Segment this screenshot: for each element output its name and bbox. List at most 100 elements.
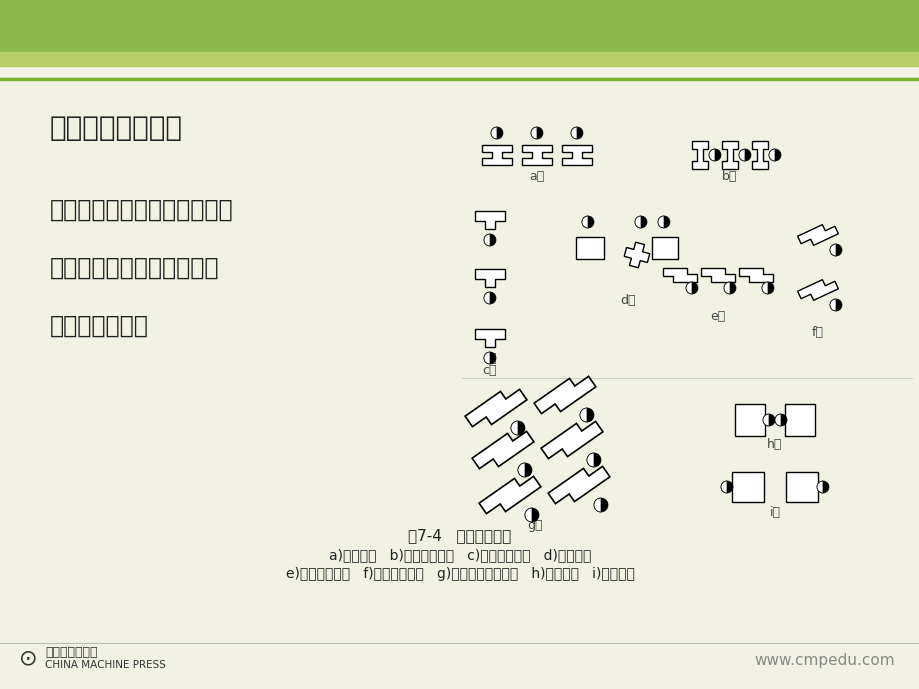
- Circle shape: [594, 498, 607, 512]
- Polygon shape: [797, 280, 837, 300]
- Circle shape: [510, 421, 525, 435]
- Polygon shape: [471, 431, 533, 469]
- Wedge shape: [768, 149, 774, 161]
- Text: www.cmpedu.com: www.cmpedu.com: [754, 652, 894, 668]
- Text: CHINA MACHINE PRESS: CHINA MACHINE PRESS: [45, 660, 165, 670]
- Wedge shape: [816, 481, 823, 493]
- Polygon shape: [751, 141, 767, 169]
- Wedge shape: [686, 282, 691, 294]
- Text: i）: i）: [768, 506, 779, 519]
- Polygon shape: [652, 237, 677, 259]
- Wedge shape: [571, 127, 576, 139]
- Text: g）: g）: [527, 519, 542, 531]
- Text: a)直线排列   b)横向平行排列   c)纵向平行排列   d)交错排列: a)直线排列 b)横向平行排列 c)纵向平行排列 d)交错排列: [328, 548, 591, 562]
- Circle shape: [483, 352, 495, 364]
- Circle shape: [525, 508, 539, 522]
- Text: d）: d）: [619, 294, 635, 307]
- Wedge shape: [774, 414, 780, 426]
- Polygon shape: [474, 269, 505, 287]
- Circle shape: [829, 299, 841, 311]
- Polygon shape: [479, 476, 540, 513]
- Text: c）: c）: [482, 351, 496, 364]
- Polygon shape: [534, 376, 596, 413]
- Polygon shape: [482, 145, 512, 165]
- Polygon shape: [734, 404, 765, 436]
- Text: 机械工业出版社: 机械工业出版社: [45, 646, 97, 659]
- Wedge shape: [634, 216, 641, 228]
- Circle shape: [761, 282, 773, 294]
- Circle shape: [723, 282, 735, 294]
- Circle shape: [582, 216, 594, 228]
- Circle shape: [571, 127, 583, 139]
- Polygon shape: [474, 329, 505, 347]
- Text: c）: c）: [482, 364, 496, 376]
- Polygon shape: [548, 466, 609, 504]
- Circle shape: [586, 453, 600, 467]
- Circle shape: [491, 127, 503, 139]
- Text: ⊙: ⊙: [18, 648, 38, 668]
- Polygon shape: [785, 472, 817, 502]
- Wedge shape: [586, 453, 594, 467]
- Polygon shape: [624, 243, 649, 268]
- Text: e）: e）: [709, 309, 725, 322]
- Wedge shape: [510, 421, 517, 435]
- Polygon shape: [540, 422, 602, 459]
- Circle shape: [483, 292, 495, 304]
- Text: 相邻机床之间按一定位置关系: 相邻机床之间按一定位置关系: [50, 198, 233, 222]
- Text: h）: h）: [766, 438, 782, 451]
- Text: f）: f）: [811, 325, 823, 338]
- Wedge shape: [491, 127, 496, 139]
- Wedge shape: [517, 463, 525, 477]
- Circle shape: [634, 216, 646, 228]
- Polygon shape: [562, 145, 591, 165]
- Circle shape: [768, 149, 780, 161]
- Wedge shape: [657, 216, 664, 228]
- Wedge shape: [738, 149, 744, 161]
- Circle shape: [816, 481, 828, 493]
- Text: 机床排列方式。: 机床排列方式。: [50, 314, 149, 338]
- Text: a）: a）: [528, 170, 544, 183]
- Polygon shape: [700, 268, 734, 282]
- Text: e)斜向平行排列   f)斜向平行排列   g)双行斜向平行排列   h)面向排列   i)背向排列: e)斜向平行排列 f)斜向平行排列 g)双行斜向平行排列 h)面向排列 i)背向…: [285, 567, 634, 581]
- Wedge shape: [483, 234, 490, 246]
- Circle shape: [738, 149, 750, 161]
- Circle shape: [579, 408, 594, 422]
- Polygon shape: [732, 472, 763, 502]
- Wedge shape: [582, 216, 587, 228]
- Polygon shape: [663, 268, 697, 282]
- Polygon shape: [738, 268, 772, 282]
- Wedge shape: [761, 282, 767, 294]
- Circle shape: [774, 414, 786, 426]
- Text: b）: b）: [721, 170, 737, 183]
- Wedge shape: [483, 292, 490, 304]
- Circle shape: [720, 481, 732, 493]
- Wedge shape: [530, 127, 537, 139]
- Wedge shape: [829, 299, 835, 311]
- Wedge shape: [709, 149, 714, 161]
- Wedge shape: [720, 481, 726, 493]
- Polygon shape: [721, 141, 737, 169]
- Circle shape: [517, 463, 531, 477]
- Text: 图7-4   机床排列方式: 图7-4 机床排列方式: [408, 528, 511, 544]
- Circle shape: [530, 127, 542, 139]
- Circle shape: [657, 216, 669, 228]
- Circle shape: [762, 414, 774, 426]
- Polygon shape: [797, 225, 837, 245]
- Circle shape: [686, 282, 698, 294]
- Wedge shape: [829, 244, 835, 256]
- Text: 进行安排、布置的方式称为: 进行安排、布置的方式称为: [50, 256, 220, 280]
- Text: 三、机床排列方式: 三、机床排列方式: [50, 114, 183, 142]
- Polygon shape: [575, 237, 604, 259]
- Circle shape: [483, 234, 495, 246]
- Circle shape: [829, 244, 841, 256]
- Wedge shape: [483, 352, 490, 364]
- Polygon shape: [474, 211, 505, 229]
- Circle shape: [709, 149, 720, 161]
- Wedge shape: [594, 498, 600, 512]
- Polygon shape: [784, 404, 814, 436]
- Polygon shape: [465, 389, 527, 426]
- Wedge shape: [762, 414, 768, 426]
- Wedge shape: [723, 282, 729, 294]
- Polygon shape: [691, 141, 708, 169]
- Wedge shape: [579, 408, 586, 422]
